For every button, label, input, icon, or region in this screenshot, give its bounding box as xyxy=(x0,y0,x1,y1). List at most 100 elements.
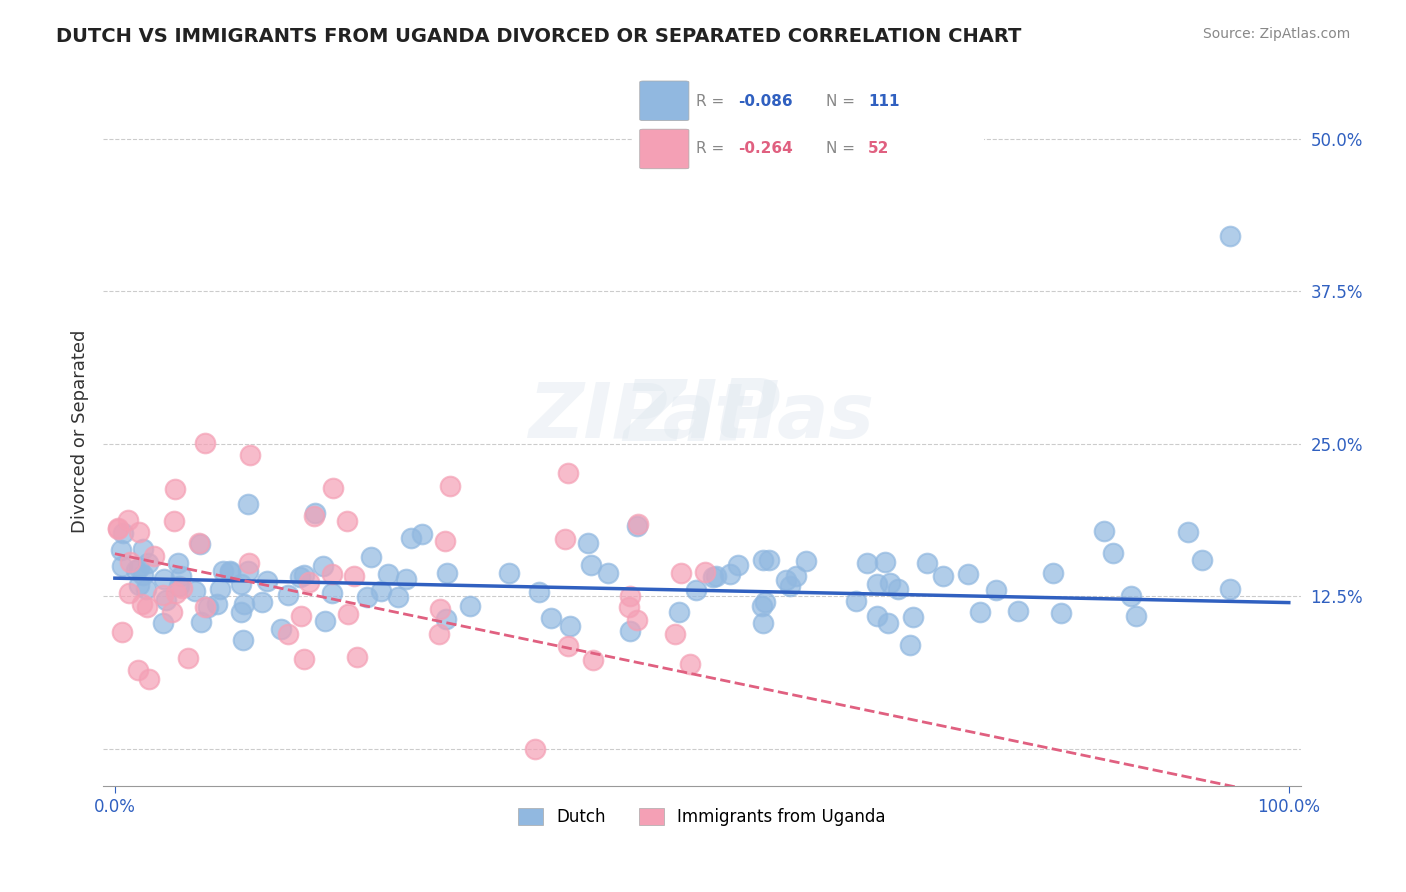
Point xyxy=(312,558,335,573)
Point xyxy=(540,611,562,625)
Point xyxy=(194,436,217,450)
Text: DUTCH VS IMMIGRANTS FROM UGANDA DIVORCED OR SEPARATED CORRELATION CHART: DUTCH VS IMMIGRANTS FROM UGANDA DIVORCED… xyxy=(56,27,1022,45)
Point xyxy=(117,513,139,527)
Point xyxy=(617,599,640,614)
Point xyxy=(439,479,461,493)
Point xyxy=(107,521,129,535)
Point xyxy=(177,651,200,665)
Point xyxy=(356,590,378,604)
Point xyxy=(250,594,273,608)
Point xyxy=(136,599,159,614)
Point xyxy=(277,588,299,602)
Point xyxy=(208,582,231,597)
Point xyxy=(314,614,336,628)
Point xyxy=(752,615,775,630)
Point xyxy=(128,578,150,592)
Point xyxy=(900,638,922,652)
Point xyxy=(152,572,174,586)
Point xyxy=(165,586,187,600)
Point xyxy=(131,597,153,611)
Point xyxy=(170,569,193,583)
Point xyxy=(187,535,209,549)
Point xyxy=(231,577,253,591)
Point xyxy=(125,563,148,577)
Text: ZIP: ZIP xyxy=(623,376,780,459)
Point xyxy=(626,613,648,627)
Point xyxy=(219,566,242,580)
Point xyxy=(1219,582,1241,597)
Point xyxy=(429,602,451,616)
Point xyxy=(693,566,716,580)
Point xyxy=(112,526,135,541)
Text: ZIPatlas: ZIPatlas xyxy=(529,381,875,454)
Point xyxy=(143,549,166,563)
Point xyxy=(229,605,252,619)
Point xyxy=(1092,524,1115,538)
Point xyxy=(1219,229,1241,244)
Text: R =: R = xyxy=(696,141,730,156)
Point xyxy=(163,515,186,529)
Point xyxy=(152,616,174,631)
Point xyxy=(401,532,423,546)
Point xyxy=(664,627,686,641)
Point xyxy=(117,585,139,599)
Point xyxy=(579,558,602,573)
Point xyxy=(627,516,650,531)
Point xyxy=(877,615,900,630)
Point xyxy=(986,582,1008,597)
Point xyxy=(866,608,889,623)
Point xyxy=(232,633,254,648)
Text: R =: R = xyxy=(696,94,730,109)
Point xyxy=(751,552,773,566)
Point xyxy=(370,583,392,598)
Point xyxy=(290,570,312,584)
Point xyxy=(554,532,576,546)
Point xyxy=(346,650,368,665)
Point xyxy=(205,597,228,611)
Point xyxy=(111,625,134,640)
Text: 111: 111 xyxy=(868,94,900,109)
Point xyxy=(576,536,599,550)
Point xyxy=(233,597,256,611)
Point xyxy=(727,558,749,572)
Point xyxy=(845,594,868,608)
Point xyxy=(236,497,259,511)
Point xyxy=(903,609,925,624)
Point xyxy=(239,448,262,462)
Point xyxy=(337,607,360,621)
FancyBboxPatch shape xyxy=(640,81,689,120)
Point xyxy=(668,605,690,619)
Point xyxy=(751,599,773,613)
Point xyxy=(915,556,938,570)
Point xyxy=(704,569,727,583)
Point xyxy=(302,509,325,524)
Point xyxy=(1007,604,1029,618)
Point xyxy=(292,567,315,582)
Point xyxy=(866,577,889,591)
Point xyxy=(523,742,546,756)
Point xyxy=(619,589,641,603)
Point xyxy=(434,533,457,548)
Point xyxy=(343,569,366,583)
Point xyxy=(1050,606,1073,620)
Point xyxy=(619,624,641,638)
Point xyxy=(132,541,155,556)
Point xyxy=(197,600,219,615)
Point xyxy=(155,593,177,607)
FancyBboxPatch shape xyxy=(626,70,991,180)
Point xyxy=(718,566,741,581)
Point xyxy=(138,556,160,570)
Point xyxy=(879,576,901,591)
Point xyxy=(212,565,235,579)
Point xyxy=(557,466,579,480)
Text: N =: N = xyxy=(827,141,860,156)
Point xyxy=(138,672,160,686)
Point xyxy=(238,564,260,578)
Point xyxy=(598,566,620,581)
Point xyxy=(702,570,724,584)
Point xyxy=(932,569,955,583)
Point xyxy=(411,527,433,541)
Point xyxy=(775,573,797,587)
Point xyxy=(527,584,550,599)
Point xyxy=(779,579,801,593)
